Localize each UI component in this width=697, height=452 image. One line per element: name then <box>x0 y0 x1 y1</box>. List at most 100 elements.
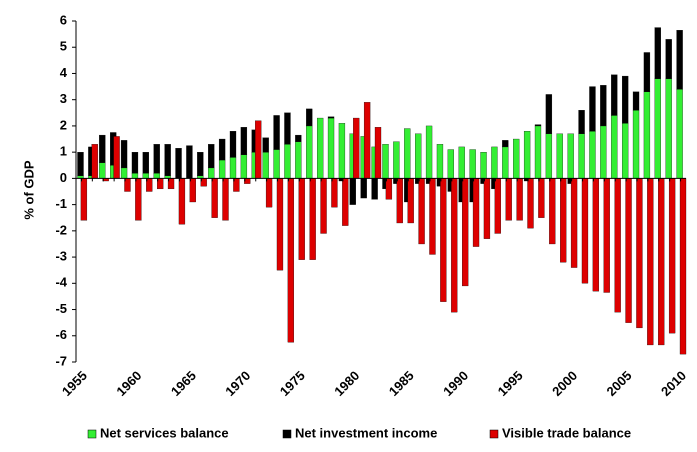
bar <box>99 162 106 179</box>
bar <box>262 137 269 153</box>
bar <box>153 172 160 179</box>
bar <box>418 178 425 245</box>
bar <box>578 110 585 134</box>
bar <box>273 149 280 179</box>
bar <box>342 178 349 226</box>
bar <box>338 123 346 179</box>
bar <box>240 154 248 179</box>
bar <box>676 89 683 179</box>
legend-swatch <box>87 429 97 439</box>
bar <box>298 178 305 260</box>
bar <box>679 178 687 355</box>
bar <box>407 178 414 224</box>
bar <box>393 141 400 179</box>
bar <box>120 167 128 179</box>
x-tick-label: 1980 <box>331 368 362 399</box>
x-tick-label: 2005 <box>604 368 635 399</box>
bar <box>570 178 578 268</box>
bar <box>385 178 393 200</box>
bar <box>218 138 226 161</box>
bar <box>589 86 596 132</box>
y-tick-label: -5 <box>55 301 67 316</box>
legend-swatch <box>489 429 499 439</box>
bar <box>538 178 545 218</box>
x-tick-label: 2000 <box>549 368 580 399</box>
bar <box>186 145 193 179</box>
bar <box>229 157 237 179</box>
bar <box>218 159 226 179</box>
bar <box>621 75 629 124</box>
bar <box>436 144 444 179</box>
y-tick-label: 3 <box>60 91 67 106</box>
bar <box>327 116 335 119</box>
bar <box>349 178 356 205</box>
bar <box>77 152 84 176</box>
bar <box>306 108 313 127</box>
bar <box>632 91 640 111</box>
bar <box>273 115 280 150</box>
x-tick-label: 1965 <box>168 368 199 399</box>
bar <box>425 125 433 179</box>
bar <box>120 140 128 169</box>
bar <box>396 178 403 224</box>
bar <box>360 178 367 199</box>
bar <box>295 134 302 142</box>
bar <box>265 178 273 208</box>
legend-label: Net investment income <box>295 425 437 440</box>
bar <box>625 178 632 323</box>
bar <box>480 152 487 179</box>
bar <box>469 149 476 179</box>
bar <box>131 172 139 179</box>
x-tick-label: 1960 <box>113 368 144 399</box>
bar <box>611 115 618 179</box>
bar <box>91 144 98 179</box>
bar <box>665 39 672 79</box>
bar <box>404 128 411 179</box>
y-tick-label: 2 <box>60 117 67 132</box>
bar <box>589 131 596 179</box>
legend-label: Net services balance <box>100 425 229 440</box>
x-tick-label: 1970 <box>222 368 253 399</box>
bar <box>556 133 563 179</box>
y-tick-label: -2 <box>55 222 67 237</box>
bar <box>502 146 509 179</box>
bar <box>494 178 501 234</box>
bar <box>534 125 542 179</box>
x-tick-label: 1975 <box>277 368 308 399</box>
bar <box>287 178 295 343</box>
bar <box>240 127 248 155</box>
bar <box>415 133 422 179</box>
bar <box>320 178 327 234</box>
bar <box>363 102 371 179</box>
bar <box>306 125 313 179</box>
bar <box>665 78 672 179</box>
y-axis-label: % of GDP <box>21 160 36 220</box>
y-tick-label: -6 <box>55 327 67 342</box>
bar <box>603 178 610 293</box>
bar <box>382 144 389 179</box>
bar <box>462 178 469 287</box>
y-tick-label: -4 <box>55 275 67 290</box>
bar <box>197 152 204 176</box>
bar <box>374 127 382 179</box>
bar <box>178 178 186 225</box>
bar <box>621 123 629 179</box>
bar <box>429 178 436 255</box>
bar <box>447 149 454 179</box>
bar <box>600 125 607 179</box>
y-tick-label: 5 <box>60 39 67 54</box>
bar <box>371 178 378 200</box>
bar <box>643 91 651 179</box>
bar <box>534 124 542 127</box>
bar <box>472 178 480 247</box>
bar <box>211 178 218 218</box>
bar <box>502 140 509 148</box>
x-tick-label: 1985 <box>386 368 417 399</box>
bar <box>135 178 142 221</box>
bar <box>309 178 316 260</box>
bar <box>654 78 661 179</box>
bar <box>527 178 534 229</box>
bar <box>458 146 465 179</box>
x-tick-label: 1955 <box>59 368 90 399</box>
